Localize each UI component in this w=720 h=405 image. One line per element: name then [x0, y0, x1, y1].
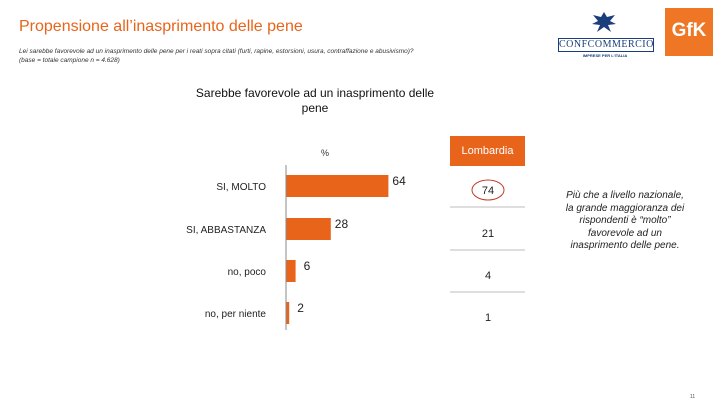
- value-label: 28: [335, 217, 349, 231]
- lombardia-header: Lombardia: [450, 136, 525, 166]
- category-label: SI, MOLTO: [216, 182, 266, 193]
- category-label: SI, ABBASTANZA: [186, 225, 266, 236]
- question-text: Lei sarebbe favorevole ad un inaspriment…: [19, 48, 414, 55]
- confcommercio-tagline: IMPRESE PER L'ITALIA: [582, 53, 628, 58]
- value-label: 6: [304, 259, 311, 273]
- value-label: 2: [297, 301, 304, 315]
- bar: [286, 302, 290, 324]
- gfk-logo: GfK: [665, 8, 713, 56]
- confcommercio-name: CONFCOMMERCIO: [558, 38, 654, 52]
- lombardia-value: 4: [485, 270, 491, 282]
- lombardia-value: 1: [485, 312, 491, 324]
- confcommercio-logo: CONFCOMMERCIO IMPRESE PER L'ITALIA: [556, 10, 654, 68]
- category-label: no, per niente: [205, 309, 267, 320]
- bar: [286, 260, 296, 282]
- insight-note: Più che a livello nazionale, la grande m…: [565, 190, 685, 251]
- lombardia-value: 74: [482, 185, 494, 197]
- value-label: 64: [392, 174, 406, 188]
- chart-title: Sarebbe favorevole ad un inasprimento de…: [195, 86, 435, 115]
- bar: [286, 175, 389, 197]
- highlight-circle: [471, 179, 505, 201]
- slide-title: Propensione all’inasprimento delle pene: [19, 18, 303, 35]
- bar: [286, 218, 331, 240]
- survey-question: Lei sarebbe favorevole ad un inaspriment…: [19, 47, 539, 65]
- gfk-logo-text: GfK: [671, 20, 707, 41]
- lombardia-value: 21: [482, 228, 494, 240]
- page-number: 11: [690, 394, 696, 400]
- unit-label: %: [321, 148, 330, 158]
- sample-base: (base = totale campione n = 4.628): [19, 57, 120, 64]
- eagle-crest-icon: [592, 12, 616, 32]
- category-label: no, poco: [228, 267, 267, 278]
